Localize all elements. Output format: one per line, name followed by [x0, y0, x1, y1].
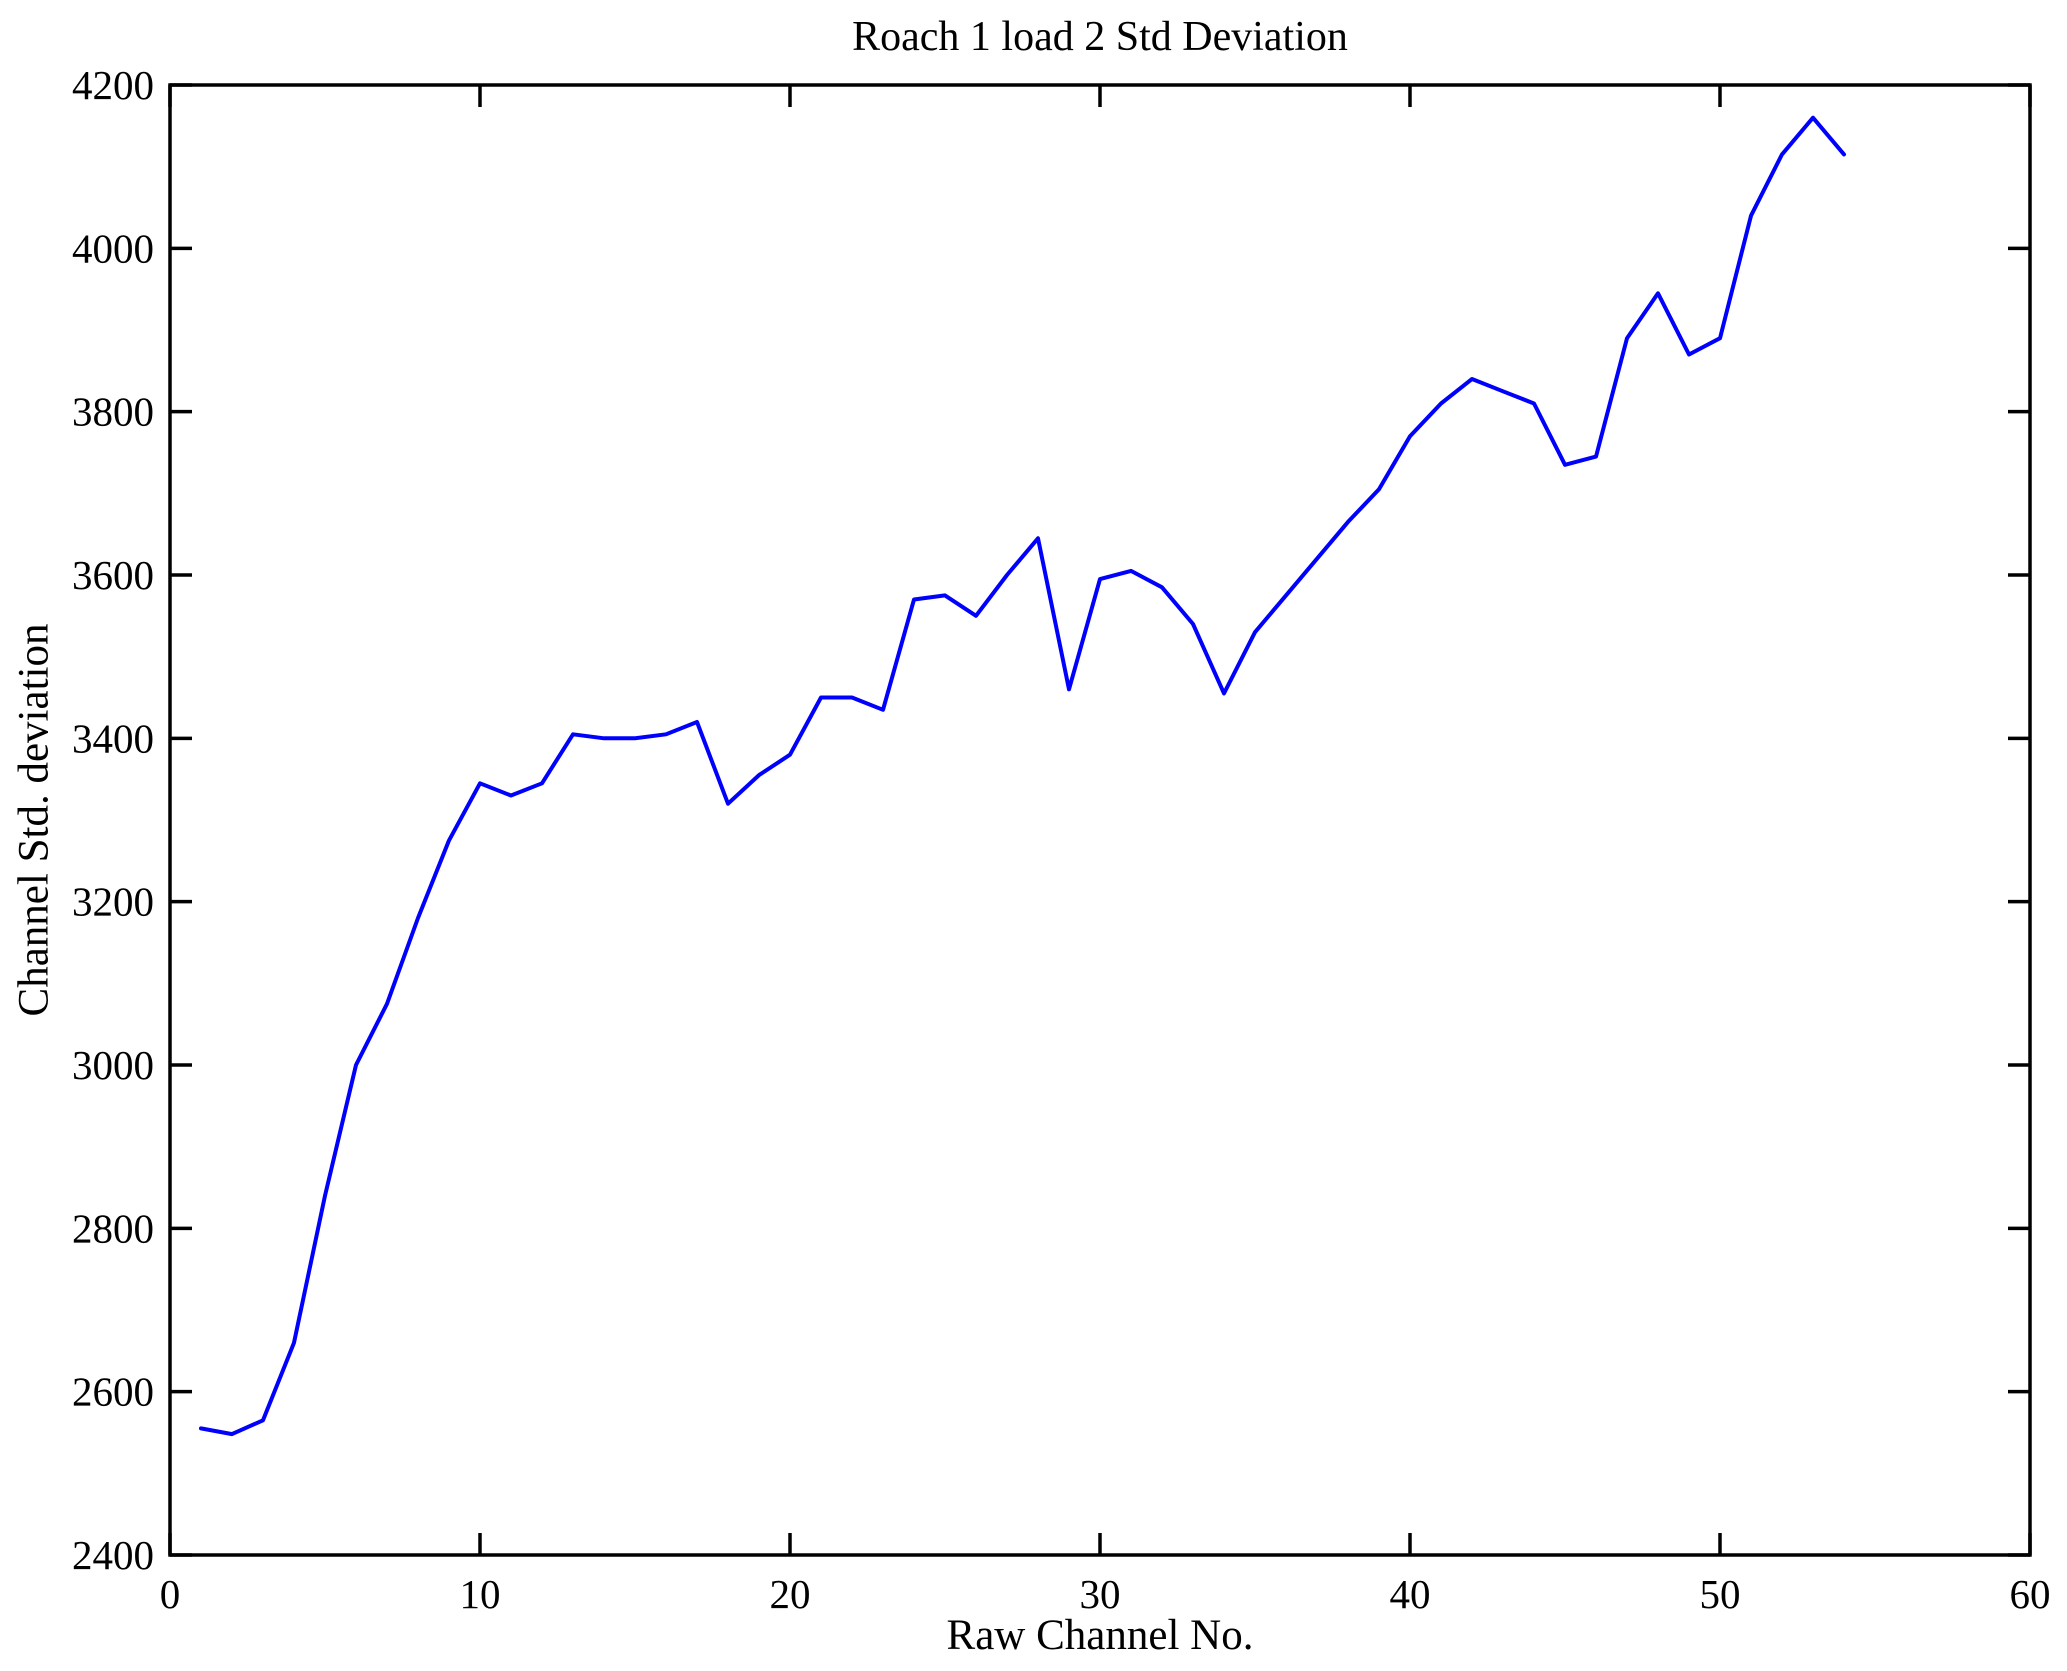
y-axis-label: Channel Std. deviation — [10, 623, 58, 1017]
y-tick-label: 4000 — [72, 225, 154, 271]
x-tick-label: 0 — [160, 1571, 181, 1617]
y-tick-label: 3400 — [72, 715, 154, 761]
x-tick-label: 10 — [460, 1571, 501, 1617]
data-line — [199, 115, 1846, 1437]
y-tick-label: 4200 — [72, 62, 154, 108]
x-tick-label: 30 — [1080, 1571, 1121, 1617]
x-tick-label: 50 — [1700, 1571, 1741, 1617]
y-tick-label: 3000 — [72, 1042, 154, 1088]
plot-box — [168, 83, 2032, 1557]
y-tick-label: 2600 — [72, 1369, 154, 1415]
y-tick-label: 3600 — [72, 552, 154, 598]
y-tick-label: 3200 — [72, 879, 154, 925]
chart-title: Roach 1 load 2 Std Deviation — [852, 14, 1348, 60]
y-tick-label: 3800 — [72, 389, 154, 435]
x-tick-label: 60 — [2010, 1571, 2051, 1617]
x-axis-label: Raw Channel No. — [946, 1612, 1254, 1659]
y-tick-label: 2400 — [72, 1532, 154, 1578]
x-tick-label: 20 — [770, 1571, 811, 1617]
x-tick-label: 40 — [1390, 1571, 1431, 1617]
y-tick-label: 2800 — [72, 1205, 154, 1251]
